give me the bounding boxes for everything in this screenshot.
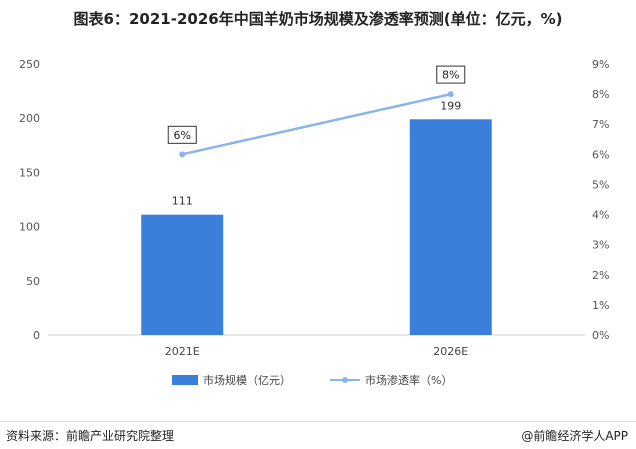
- line-point: [447, 91, 454, 98]
- bar-value-label: 199: [440, 99, 461, 112]
- y-right-tick-label: 9%: [592, 58, 609, 71]
- x-tick-label: 2026E: [433, 345, 468, 358]
- chart-title: 图表6：2021-2026年中国羊奶市场规模及渗透率预测(单位：亿元，%): [73, 10, 563, 28]
- y-right-tick-label: 4%: [592, 209, 609, 222]
- bar-series: [141, 119, 492, 335]
- penetration-line: [181, 92, 452, 156]
- y-left-tick-label: 0: [33, 329, 40, 342]
- line-value-label: 6%: [174, 129, 191, 142]
- x-tick-label: 2021E: [165, 345, 200, 358]
- y-right-tick-label: 6%: [592, 148, 609, 161]
- y-left-tick-label: 50: [26, 275, 40, 288]
- source-note: 资料来源：前瞻产业研究院整理: [6, 429, 175, 443]
- legend-item-market-size: 市场规模（亿元）: [172, 372, 291, 388]
- y-left-tick-label: 150: [19, 166, 40, 179]
- y-right-tick-label: 0%: [592, 329, 609, 342]
- brand-credit: @前瞻经济学人APP: [521, 429, 628, 443]
- line-value-label: 8%: [442, 69, 459, 82]
- y-right-tick-label: 7%: [592, 118, 609, 131]
- y-left-tick-label: 100: [19, 221, 40, 234]
- line-value-box: [167, 125, 197, 144]
- bar: [141, 214, 224, 335]
- y-right-tick-label: 3%: [592, 239, 609, 252]
- y-right-tick-label: 2%: [592, 269, 609, 282]
- y-right-tick-label: 5%: [592, 178, 609, 191]
- legend-swatch-line: [330, 375, 360, 385]
- chart-axes: 0 50 100 150 200 250 0% 1% 2% 3% 4% 5% 6% 7% 8% 9% 2021E…: [19, 58, 609, 358]
- legend-label-penetration: 市场渗透率（%）: [365, 374, 453, 387]
- data-labels: 111 199 6% 8%: [167, 65, 466, 208]
- y-right-tick-label: 1%: [592, 299, 609, 312]
- y-left-tick-label: 200: [19, 112, 40, 125]
- y-right-tick-label: 8%: [592, 88, 609, 101]
- bar: [409, 119, 492, 335]
- line-value-box: [436, 65, 466, 84]
- legend-swatch-bar: [172, 375, 198, 385]
- line-point: [179, 151, 186, 158]
- legend-item-penetration: 市场渗透率（%）: [330, 372, 452, 388]
- legend: 市场规模（亿元） 市场渗透率（%）: [0, 372, 636, 392]
- bar-value-label: 111: [172, 195, 193, 208]
- line-series: [179, 91, 454, 158]
- footer: 资料来源：前瞻产业研究院整理 @前瞻经济学人APP: [0, 421, 636, 449]
- legend-label-market-size: 市场规模（亿元）: [203, 374, 291, 387]
- y-left-tick-label: 250: [19, 58, 40, 71]
